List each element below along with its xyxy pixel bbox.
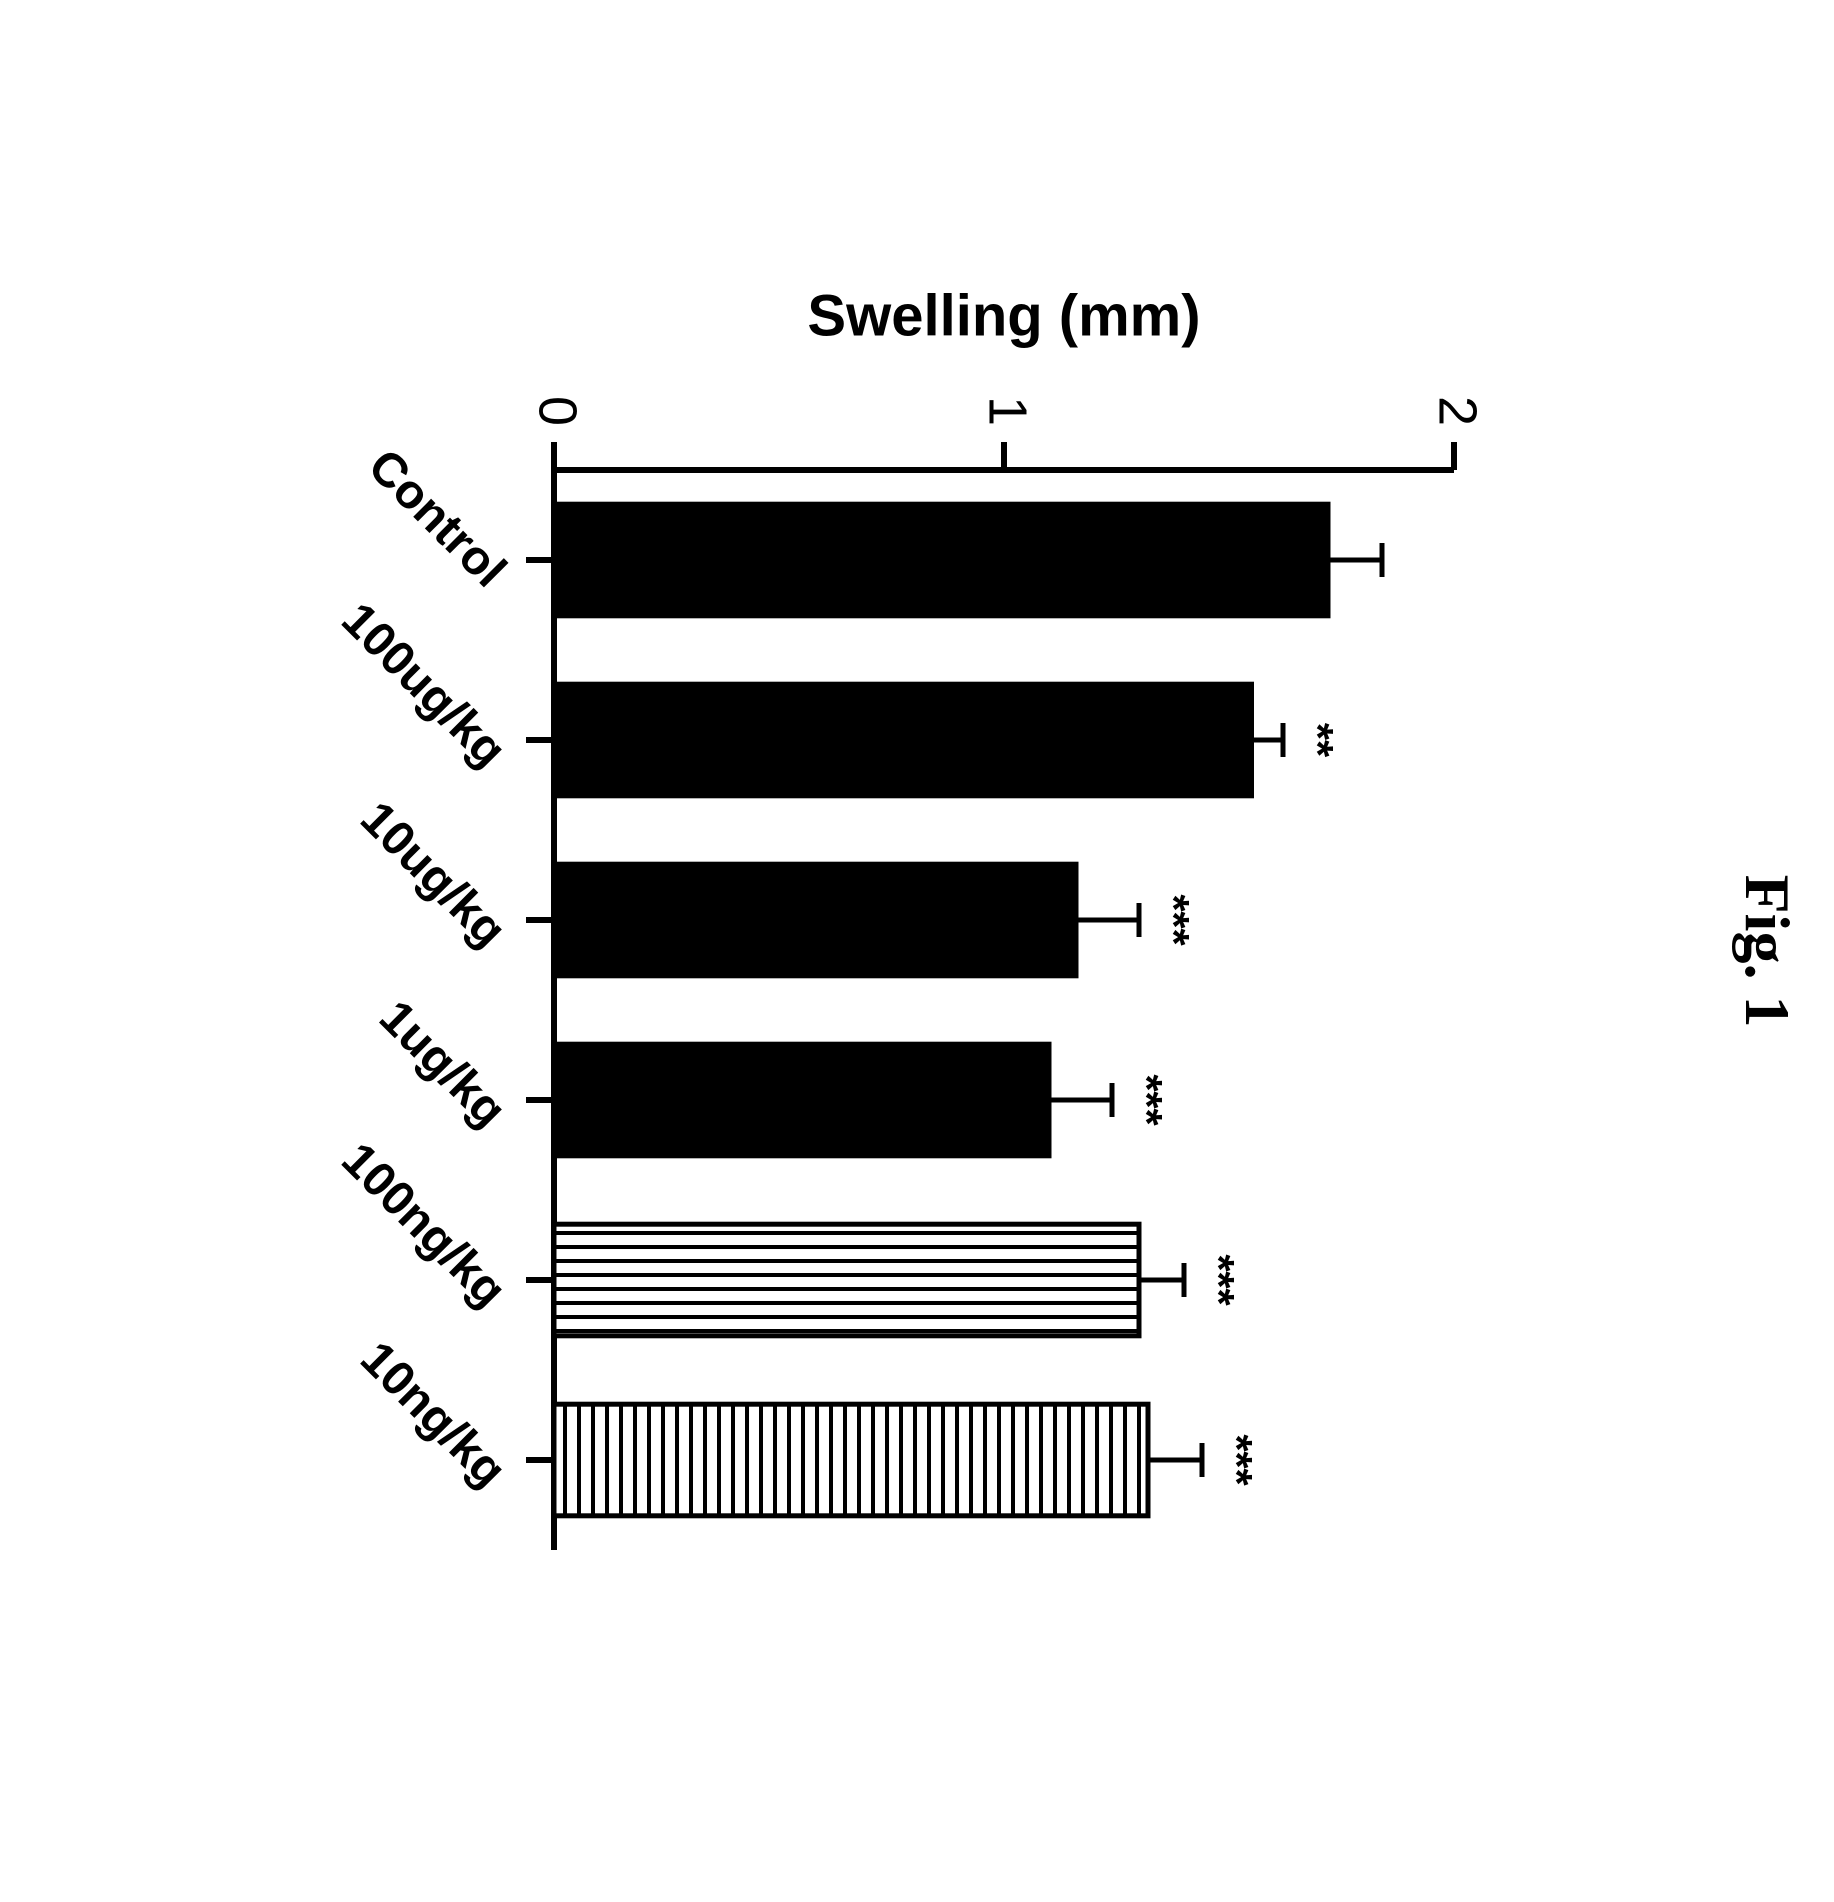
xtick-label: 10ug/kg: [350, 792, 516, 958]
figure-title: Fig. 1: [1730, 0, 1804, 1902]
xtick-label: Control: [358, 439, 516, 597]
significance-marker: ***: [1212, 1434, 1261, 1486]
bar: [554, 1224, 1139, 1336]
significance-marker: ***: [1122, 1074, 1171, 1126]
bar: [554, 684, 1252, 796]
significance-marker: ***: [1149, 894, 1198, 946]
bar: [554, 504, 1328, 616]
xtick-label: 1ug/kg: [369, 991, 516, 1138]
significance-marker: **: [1293, 723, 1342, 758]
bar: [554, 1044, 1049, 1156]
ytick-label: 2: [1428, 396, 1488, 426]
bar: [554, 864, 1076, 976]
bar: [554, 1404, 1148, 1516]
y-axis-label: Swelling (mm): [807, 283, 1200, 348]
significance-marker: ***: [1194, 1254, 1243, 1306]
chart-svg: 0 1 2 Swelling (mm) Control ** 100ug/kg *** 10ug…: [234, 260, 1594, 1590]
ytick-label: 1: [978, 396, 1038, 426]
xtick-label: 10ng/kg: [350, 1332, 516, 1498]
bar-chart: 0 1 2 Swelling (mm) Control ** 100ug/kg *** 10ug…: [234, 260, 1594, 1590]
xtick-label: 100ng/kg: [331, 1133, 516, 1318]
ytick-label: 0: [528, 396, 588, 426]
xtick-label: 100ug/kg: [331, 593, 516, 778]
